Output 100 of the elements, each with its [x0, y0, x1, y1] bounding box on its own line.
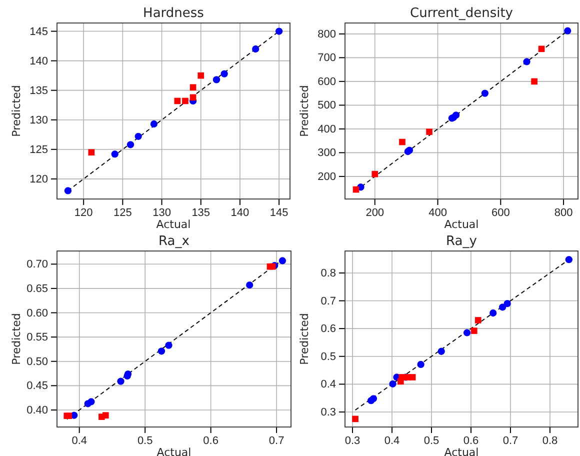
- y-axis-title: Predicted: [10, 313, 23, 365]
- x-axis-title: Actual: [444, 218, 479, 231]
- y-tick-label: 125: [30, 144, 48, 156]
- point: [134, 132, 142, 140]
- y-tick-label: 0.65: [26, 282, 48, 295]
- point: [158, 348, 166, 355]
- x-axis-title: Actual: [156, 218, 191, 231]
- y-tick-label: 145: [30, 26, 48, 38]
- x-tick-label: 125: [114, 206, 132, 219]
- x-tick-label: 0.7: [502, 434, 518, 447]
- x-tick-label: 135: [192, 206, 210, 219]
- x-tick-label: 0.5: [137, 434, 153, 447]
- point: [126, 141, 134, 148]
- y-axis-title: Predicted: [298, 85, 311, 137]
- point: [565, 256, 572, 264]
- point: [352, 186, 360, 193]
- point: [150, 120, 158, 128]
- point: [275, 28, 283, 35]
- point: [438, 348, 445, 355]
- point: [88, 398, 95, 406]
- point: [474, 317, 482, 324]
- x-tick-label: 600: [491, 206, 510, 219]
- y-tick-label: 0.7: [320, 295, 336, 308]
- point: [165, 342, 172, 349]
- y-tick-label: 0.6: [320, 323, 336, 336]
- point: [111, 150, 118, 158]
- x-tick-label: 0.6: [203, 434, 218, 447]
- x-tick-label: 0.3: [344, 434, 360, 447]
- point: [564, 27, 572, 34]
- x-tick-label: 400: [428, 206, 447, 219]
- y-tick-label: 0.60: [26, 307, 48, 320]
- point: [490, 309, 497, 317]
- y-tick-label: 0.8: [320, 267, 336, 280]
- y-tick-label: 0.40: [26, 404, 48, 417]
- x-tick-label: 140: [230, 206, 250, 219]
- y-tick-label: 600: [318, 76, 336, 88]
- y-tick-label: 700: [318, 52, 336, 64]
- point: [504, 300, 511, 308]
- y-tick-label: 140: [30, 55, 48, 68]
- chart-title: Current_density: [410, 6, 514, 21]
- x-tick-label: 0.5: [424, 434, 440, 447]
- x-tick-label: 0.8: [542, 434, 558, 447]
- point: [117, 378, 124, 385]
- point: [531, 78, 538, 85]
- point: [252, 45, 260, 53]
- y-tick-label: 0.45: [26, 380, 48, 392]
- point: [182, 98, 188, 104]
- x-tick-label: 130: [152, 206, 171, 219]
- point: [389, 380, 396, 388]
- point: [190, 94, 196, 101]
- y-tick-label: 300: [318, 147, 336, 160]
- point: [409, 374, 416, 380]
- point: [499, 304, 506, 311]
- point: [88, 149, 95, 156]
- point: [452, 112, 460, 119]
- x-axis-title: Actual: [444, 446, 479, 456]
- x-tick-label: 145: [270, 206, 288, 219]
- x-tick-label: 200: [366, 206, 384, 219]
- x-tick-label: 0.4: [384, 434, 400, 447]
- point: [463, 329, 471, 336]
- point: [417, 360, 424, 368]
- point: [198, 72, 204, 79]
- y-tick-label: 0.5: [320, 350, 336, 363]
- y-tick-label: 0.4: [320, 378, 336, 391]
- y-tick-label: 135: [30, 84, 48, 97]
- point: [220, 70, 228, 78]
- point: [426, 128, 432, 135]
- x-tick-label: 0.6: [463, 434, 479, 447]
- y-tick-label: 0.55: [26, 332, 48, 344]
- y-tick-label: 800: [318, 28, 336, 40]
- y-tick-label: 0.3: [320, 406, 336, 419]
- chart-title: Ra_y: [446, 234, 478, 249]
- point: [269, 263, 276, 270]
- point: [372, 170, 378, 178]
- y-tick-label: 200: [318, 170, 336, 183]
- point: [399, 138, 406, 146]
- point: [481, 90, 488, 97]
- chart-title: Ra_x: [158, 234, 190, 249]
- y-tick-label: 500: [318, 100, 336, 112]
- y-tick-label: 120: [30, 173, 48, 186]
- y-axis-title: Predicted: [298, 313, 311, 365]
- point: [523, 58, 530, 66]
- point: [538, 46, 545, 52]
- point: [278, 257, 286, 264]
- x-tick-label: 0.4: [72, 434, 87, 447]
- y-tick-label: 0.70: [26, 258, 48, 271]
- point: [246, 281, 254, 289]
- point: [212, 76, 220, 84]
- y-tick-label: 130: [30, 114, 48, 126]
- x-tick-label: 0.7: [268, 434, 284, 447]
- y-axis-title: Predicted: [10, 85, 23, 137]
- y-tick-label: 400: [318, 123, 336, 136]
- x-tick-label: 120: [74, 206, 93, 219]
- x-axis-title: Actual: [156, 446, 192, 456]
- y-tick-label: 0.50: [26, 356, 48, 368]
- point: [470, 328, 478, 334]
- point: [190, 84, 196, 91]
- point: [174, 98, 181, 104]
- x-tick-label: 800: [554, 206, 573, 219]
- point: [398, 374, 406, 380]
